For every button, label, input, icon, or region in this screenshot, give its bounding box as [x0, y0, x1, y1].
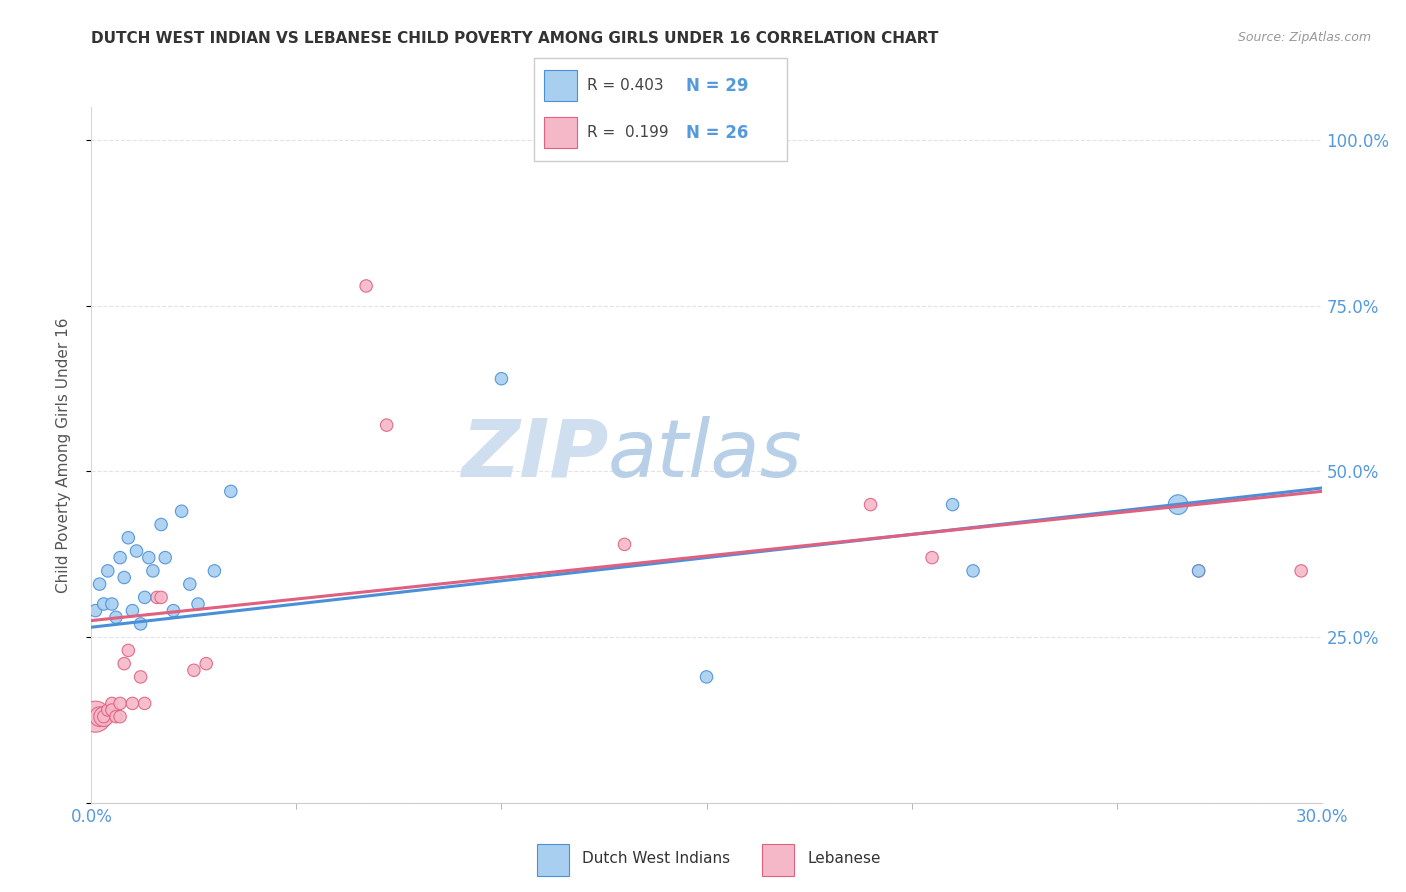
Point — [121, 697, 143, 711]
Point — [125, 544, 148, 558]
Point — [183, 663, 205, 677]
Bar — [544, 70, 578, 101]
Point — [1187, 564, 1209, 578]
Point — [101, 703, 124, 717]
Point — [97, 564, 120, 578]
Point — [105, 709, 127, 723]
FancyBboxPatch shape — [534, 58, 787, 161]
Text: atlas: atlas — [607, 416, 803, 494]
Point — [491, 372, 513, 386]
Text: Lebanese: Lebanese — [807, 851, 880, 866]
Point — [170, 504, 193, 518]
Point — [121, 604, 143, 618]
Point — [150, 517, 173, 532]
Text: N = 26: N = 26 — [686, 124, 748, 142]
Text: DUTCH WEST INDIAN VS LEBANESE CHILD POVERTY AMONG GIRLS UNDER 16 CORRELATION CHA: DUTCH WEST INDIAN VS LEBANESE CHILD POVE… — [91, 31, 939, 46]
Point — [89, 577, 111, 591]
Y-axis label: Child Poverty Among Girls Under 16: Child Poverty Among Girls Under 16 — [56, 318, 70, 592]
Bar — [537, 844, 568, 876]
Point — [375, 418, 398, 433]
Point — [129, 670, 152, 684]
Point — [219, 484, 242, 499]
Point — [93, 709, 115, 723]
Point — [101, 597, 124, 611]
Point — [859, 498, 882, 512]
Text: ZIP: ZIP — [461, 416, 607, 494]
Point — [1187, 564, 1209, 578]
Point — [117, 643, 139, 657]
Point — [134, 591, 156, 605]
Text: Source: ZipAtlas.com: Source: ZipAtlas.com — [1237, 31, 1371, 45]
Point — [962, 564, 984, 578]
Point — [613, 537, 636, 551]
Point — [112, 570, 135, 584]
Point — [202, 564, 225, 578]
Point — [142, 564, 165, 578]
Point — [105, 610, 127, 624]
Point — [354, 279, 377, 293]
Point — [134, 697, 156, 711]
Text: R =  0.199: R = 0.199 — [588, 126, 669, 140]
Text: Dutch West Indians: Dutch West Indians — [582, 851, 730, 866]
Point — [187, 597, 209, 611]
Point — [129, 616, 152, 631]
Point — [195, 657, 218, 671]
Point — [93, 709, 115, 723]
Bar — [544, 118, 578, 148]
Text: R = 0.403: R = 0.403 — [588, 78, 664, 93]
Point — [162, 604, 184, 618]
Point — [89, 709, 111, 723]
Point — [695, 670, 717, 684]
Point — [138, 550, 160, 565]
Point — [84, 709, 107, 723]
Point — [1167, 498, 1189, 512]
Point — [97, 703, 120, 717]
Point — [108, 709, 131, 723]
Point — [117, 531, 139, 545]
Point — [93, 597, 115, 611]
Point — [942, 498, 965, 512]
Point — [921, 550, 943, 565]
Point — [153, 550, 177, 565]
Point — [108, 697, 131, 711]
Point — [112, 657, 135, 671]
Point — [101, 697, 124, 711]
Point — [84, 604, 107, 618]
Text: N = 29: N = 29 — [686, 77, 748, 95]
Bar — [762, 844, 793, 876]
Point — [108, 550, 131, 565]
Point — [146, 591, 169, 605]
Point — [179, 577, 201, 591]
Point — [1289, 564, 1312, 578]
Point — [150, 591, 173, 605]
